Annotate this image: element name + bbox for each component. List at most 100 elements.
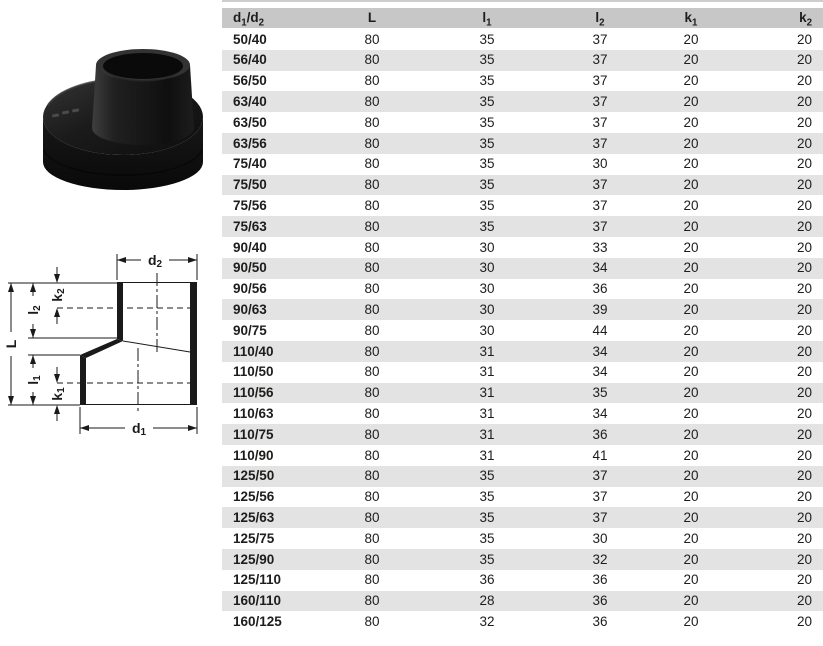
dim-k2-arrows	[54, 274, 60, 317]
cell-value: 35	[479, 489, 495, 505]
cell-value: 37	[592, 198, 608, 214]
cell-value: 20	[796, 281, 812, 297]
cell-value: 20	[683, 613, 699, 629]
cell-value: 20	[796, 551, 812, 567]
reducer-base-ridge	[43, 149, 203, 176]
cell-value: 80	[364, 198, 380, 214]
table-row: 75/56 80 35 37 20 20	[222, 195, 823, 216]
table-top-strip	[222, 0, 823, 2]
table-row: 63/50 80 35 37 20 20	[222, 112, 823, 133]
wall-transition	[80, 339, 123, 358]
cell-size: 90/40	[233, 239, 267, 255]
cell-value: 35	[479, 135, 495, 151]
cell-value: 37	[592, 32, 608, 48]
cell-value: 20	[683, 426, 699, 442]
cell-value: 35	[479, 32, 495, 48]
extension-lines	[8, 254, 198, 434]
cell-size: 56/50	[233, 73, 267, 89]
cell-value: 35	[479, 509, 495, 525]
cell-value: 35	[592, 385, 608, 401]
cell-value: 20	[796, 572, 812, 588]
cell-size: 160/125	[233, 613, 282, 629]
cell-value: 31	[479, 364, 495, 380]
table-row: 50/40 80 35 37 20 20	[222, 29, 823, 50]
cell-value: 20	[683, 52, 699, 68]
cell-value: 34	[592, 405, 608, 421]
cell-value: 20	[683, 302, 699, 317]
cell-size: 160/110	[233, 593, 282, 609]
dim-d1-label: d1	[132, 420, 147, 438]
cell-value: 20	[796, 593, 812, 609]
cell-value: 31	[479, 426, 495, 442]
cell-value: 20	[683, 489, 699, 505]
dim-l2-label: l2	[25, 305, 43, 315]
cell-value: 34	[592, 364, 608, 380]
product-photo-eccentric-reducer	[43, 49, 203, 190]
cell-size: 75/40	[233, 156, 267, 172]
cell-value: 36	[592, 593, 608, 609]
table-row: 90/63 80 30 39 20 20	[222, 299, 823, 321]
table-row: 75/40 80 35 30 20 20	[222, 154, 823, 175]
cell-value: 20	[796, 156, 812, 172]
column-header: l2	[536, 8, 664, 30]
cell-value: 36	[592, 281, 608, 297]
column-header: L	[306, 8, 438, 30]
cell-value: 35	[479, 114, 495, 130]
cell-value: 32	[592, 551, 608, 567]
cell-value: 20	[683, 593, 699, 609]
cell-value: 37	[592, 73, 608, 89]
cell-value: 35	[479, 198, 495, 214]
cell-value: 80	[364, 385, 380, 401]
table-row: 90/40 80 30 33 20 20	[222, 237, 823, 258]
cell-value: 20	[683, 135, 699, 151]
cell-value: 30	[479, 302, 495, 317]
cell-value: 30	[479, 239, 495, 255]
dimension-diagram: d2 d1 L l2 l1 k2 k1	[3, 252, 198, 438]
cell-value: 20	[796, 239, 812, 255]
cell-value: 20	[683, 239, 699, 255]
cell-value: 80	[364, 135, 380, 151]
table-row: 110/40 80 31 34 20 20	[222, 340, 823, 362]
cell-value: 20	[796, 114, 812, 130]
cell-value: 20	[796, 405, 812, 421]
table-row: 75/50 80 35 37 20 20	[222, 174, 823, 196]
cell-size: 90/75	[233, 322, 267, 338]
dim-L-label: L	[3, 339, 19, 348]
cell-size: 110/40	[233, 343, 274, 359]
cell-value: 20	[683, 94, 699, 110]
cell-value: 35	[479, 94, 495, 110]
cell-size: 63/50	[233, 114, 267, 130]
cell-value: 35	[479, 156, 495, 172]
column-header: l1	[438, 8, 536, 30]
cell-value: 80	[364, 509, 380, 525]
dim-k1-arrows	[54, 374, 60, 414]
table-row: 110/75 80 31 36 20 20	[222, 424, 823, 445]
table-row: 90/56 80 30 36 20 20	[222, 279, 823, 300]
dim-d2-label: d2	[148, 252, 163, 270]
cell-value: 80	[364, 218, 380, 234]
cell-value: 80	[364, 322, 380, 338]
cell-value: 31	[479, 447, 495, 463]
cell-value: 20	[683, 509, 699, 525]
cell-value: 20	[683, 156, 699, 172]
cell-value: 31	[479, 405, 495, 421]
cell-value: 34	[592, 343, 608, 359]
cell-value: 80	[364, 94, 380, 110]
table-row: 63/40 80 35 37 20 20	[222, 91, 823, 113]
cell-value: 80	[364, 281, 380, 297]
cell-value: 20	[796, 530, 812, 546]
cell-value: 20	[683, 281, 699, 297]
cell-value: 80	[364, 239, 380, 255]
cell-value: 80	[364, 364, 380, 380]
table-row: 110/63 80 31 34 20 20	[222, 403, 823, 424]
cell-value: 20	[796, 613, 812, 629]
cell-value: 20	[796, 177, 812, 193]
table-row: 63/56 80 35 37 20 20	[222, 132, 823, 154]
table-row: 75/63 80 35 37 20 20	[222, 216, 823, 237]
table-row: 90/75 80 30 44 20 20	[222, 320, 823, 341]
cell-value: 20	[796, 94, 812, 110]
cell-value: 80	[364, 530, 380, 546]
dim-d2-arrows	[117, 257, 197, 263]
